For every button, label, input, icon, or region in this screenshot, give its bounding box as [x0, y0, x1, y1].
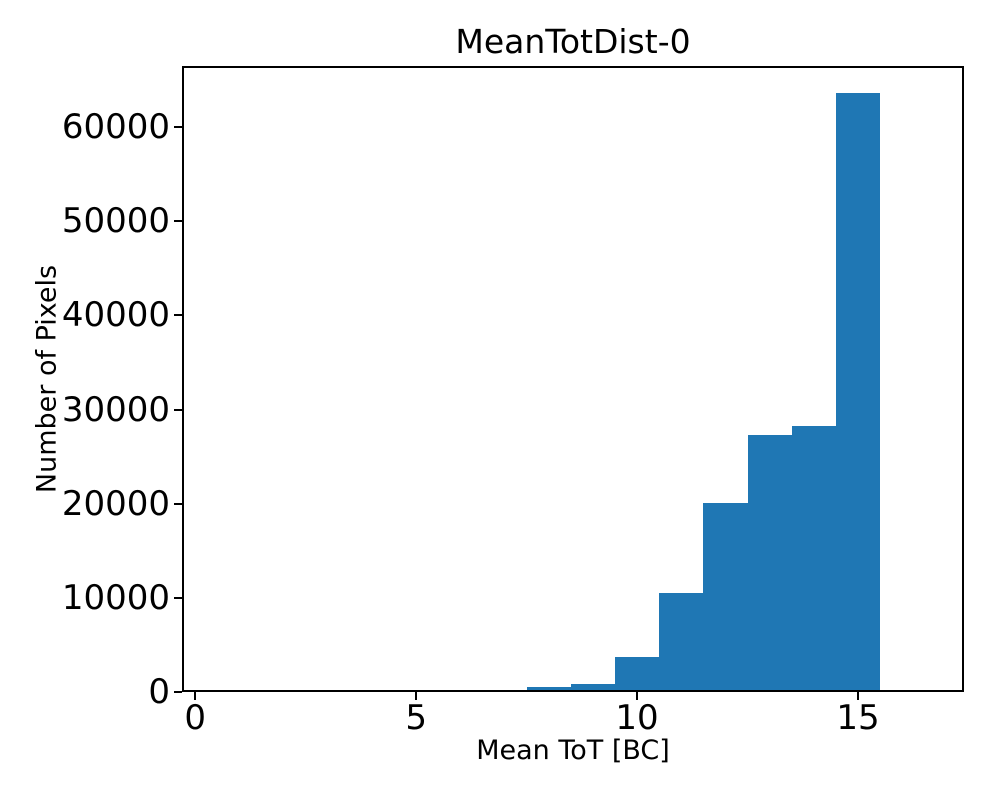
y-tick-label: 30000	[61, 389, 170, 430]
x-tick-mark	[636, 692, 639, 700]
x-tick-label: 0	[184, 698, 207, 738]
y-tick-label: 50000	[61, 201, 170, 242]
y-tick-mark	[174, 126, 182, 129]
histogram-bar-4	[703, 502, 748, 690]
y-tick-label: 10000	[61, 577, 170, 618]
x-tick-mark	[856, 692, 859, 700]
x-axis-label: Mean ToT [BC]	[476, 735, 670, 766]
histogram-bar-0	[526, 687, 571, 690]
histogram-bar-7	[835, 93, 881, 690]
plot-area	[182, 66, 964, 692]
y-tick-mark	[174, 691, 182, 693]
x-tick-mark	[194, 692, 197, 700]
histogram-bar-2	[614, 657, 660, 690]
y-tick-mark	[174, 220, 182, 223]
histogram-bar-1	[570, 684, 615, 690]
x-tick-label: 10	[615, 698, 659, 738]
y-tick-mark	[174, 408, 182, 411]
y-tick-label: 0	[148, 672, 170, 712]
x-tick-label: 15	[836, 698, 880, 738]
y-tick-mark	[174, 502, 182, 505]
chart-title: MeanTotDist-0	[455, 22, 691, 61]
y-tick-label: 20000	[61, 483, 170, 524]
x-tick-label: 5	[405, 698, 427, 738]
x-tick-mark	[415, 692, 418, 700]
y-tick-label: 40000	[61, 295, 170, 336]
y-tick-mark	[174, 314, 182, 317]
y-tick-label: 60000	[61, 107, 170, 148]
histogram-bar-6	[791, 426, 836, 690]
y-tick-mark	[174, 596, 182, 599]
histogram-bar-3	[659, 593, 704, 690]
histogram-bar-5	[747, 434, 792, 690]
